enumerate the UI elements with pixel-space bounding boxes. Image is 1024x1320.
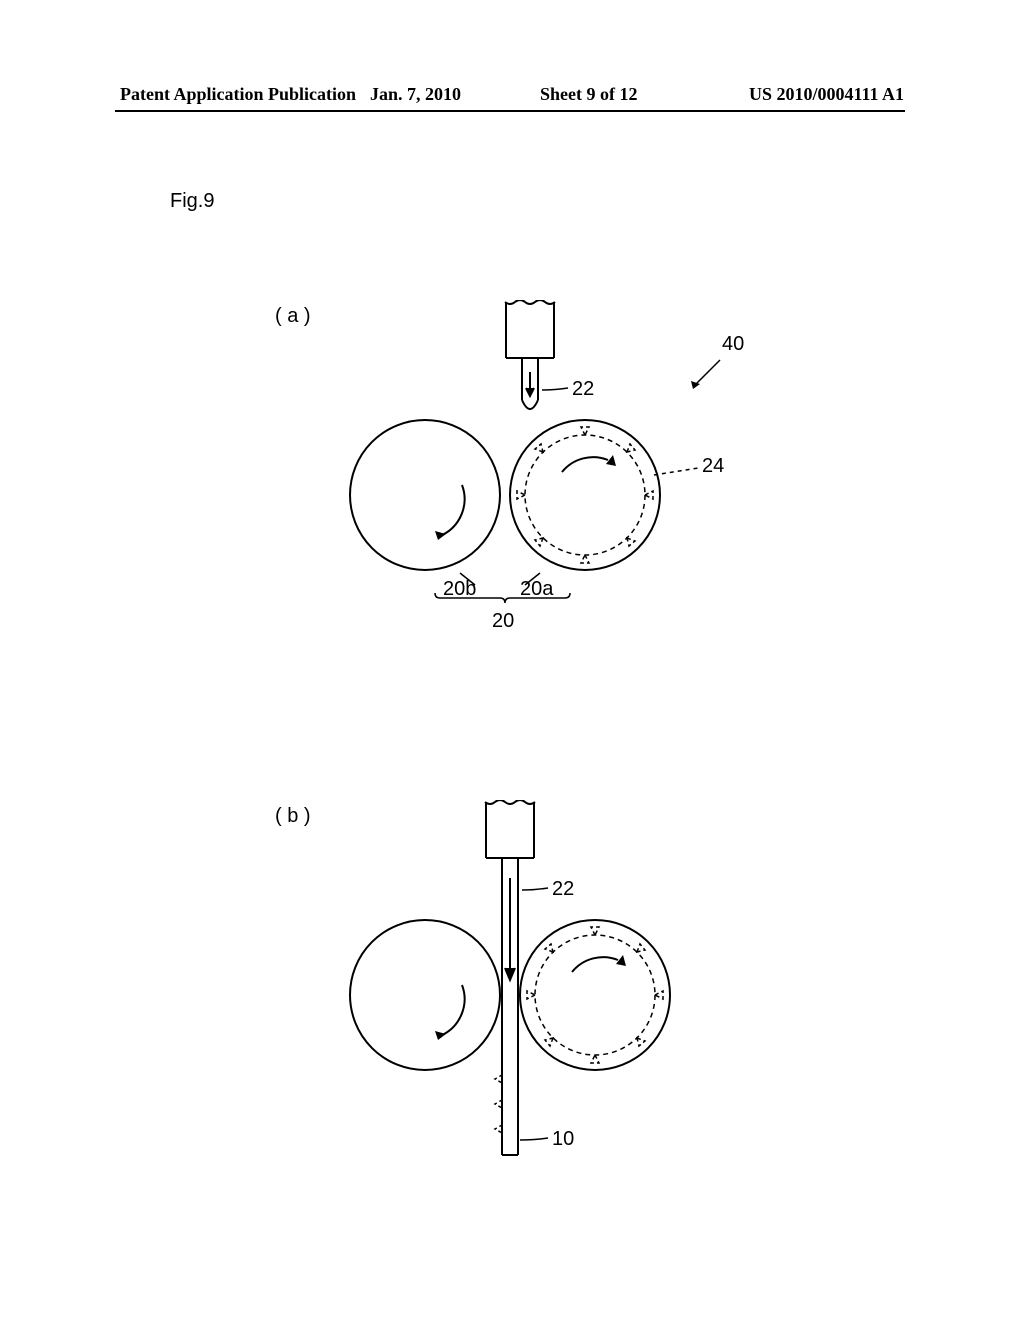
header-pubnum: US 2010/0004111 A1 (749, 84, 904, 105)
leader-10 (520, 1138, 548, 1140)
ref-40: 40 (722, 333, 744, 356)
diagram-b-svg (310, 800, 790, 1200)
inner-ring-24 (525, 435, 645, 555)
tube-bumps (495, 1075, 502, 1133)
rotation-arrow-right (562, 457, 608, 472)
leader-22 (542, 388, 568, 390)
figure-label: Fig.9 (170, 190, 214, 213)
ref-20: 20 (492, 610, 514, 633)
nozzle-22 (505, 300, 555, 409)
roller-20b (350, 420, 500, 570)
diagram-a-svg (310, 300, 790, 660)
rotation-arrow-left-b (440, 985, 465, 1036)
header-publication: Patent Application Publication (120, 84, 356, 105)
leader-24 (654, 468, 698, 475)
header-sheet: Sheet 9 of 12 (540, 84, 638, 105)
header-date: Jan. 7, 2010 (370, 84, 461, 105)
panel-label-b: ( b ) (275, 805, 311, 828)
ref-20a: 20a (520, 578, 553, 601)
nozzle-22-b (485, 800, 535, 1155)
roller-left-b (350, 920, 500, 1070)
rotation-arrow-left (440, 485, 465, 536)
panel-label-a: ( a ) (275, 305, 311, 328)
inner-ring-b (535, 935, 655, 1055)
leader-40 (695, 360, 720, 385)
rotation-arrowhead-left (435, 531, 446, 540)
rotation-arrowhead-left-b (435, 1031, 446, 1040)
diagram-b: 22 10 (310, 800, 790, 1200)
header-rule (115, 110, 905, 112)
inner-ring-bumps (517, 427, 653, 563)
ref-10: 10 (552, 1128, 574, 1151)
ref-22a: 22 (572, 378, 594, 401)
rotation-arrow-right-b (572, 957, 618, 972)
ref-20b: 20b (443, 578, 476, 601)
roller-right-b (520, 920, 670, 1070)
patent-header: Patent Application Publication Jan. 7, 2… (0, 84, 1024, 105)
inner-ring-bumps-b (527, 927, 663, 1063)
ref-22b: 22 (552, 878, 574, 901)
leader-22-b (522, 888, 548, 890)
roller-20a (510, 420, 660, 570)
diagram-a: 40 22 24 20b 20a 20 (310, 300, 790, 660)
ref-24: 24 (702, 455, 724, 478)
